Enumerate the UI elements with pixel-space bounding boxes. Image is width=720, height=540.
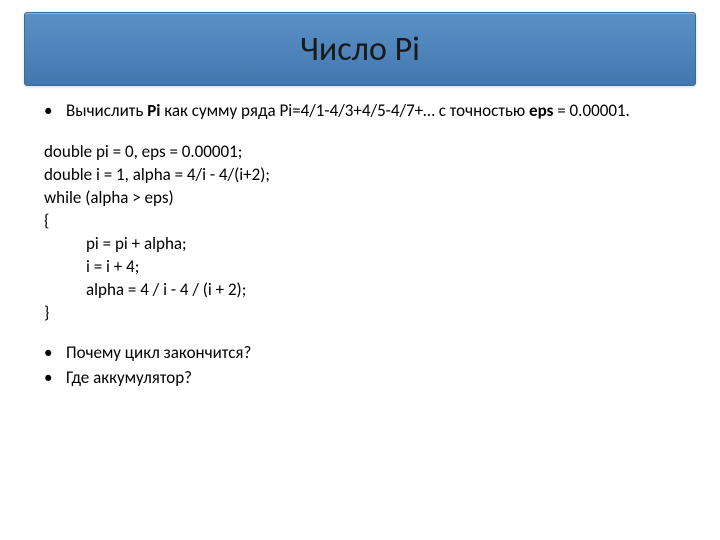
bullet-marker: • [44, 367, 66, 390]
code-line: alpha = 4 / i - 4 / (i + 2); [44, 279, 696, 302]
code-line: pi = pi + alpha; [44, 233, 696, 256]
title-bar: Число Pi [24, 12, 696, 86]
bullet-item: • Почему цикл закончится? [24, 342, 696, 365]
bullet-text: Почему цикл закончится? [66, 342, 696, 365]
text-fragment: как сумму ряда Pi=4/1-4/3+4/5-4/7+… с то… [160, 100, 529, 121]
text-fragment: Вычислить [66, 100, 147, 121]
bullet-marker: • [44, 342, 66, 365]
text-fragment: = 0.00001. [553, 100, 629, 121]
bullet-marker: • [44, 100, 66, 123]
slide-content: • Вычислить Pi как сумму ряда Pi=4/1-4/3… [24, 100, 696, 392]
bullet-text: Где аккумулятор? [66, 367, 696, 390]
code-line: double i = 1, alpha = 4/i - 4/(i+2); [44, 164, 696, 187]
code-line: { [44, 210, 696, 233]
slide-title: Число Pi [300, 29, 420, 70]
code-line: i = i + 4; [44, 256, 696, 279]
code-line: } [44, 302, 696, 325]
text-bold: eps [529, 100, 553, 121]
bullet-item: • Вычислить Pi как сумму ряда Pi=4/1-4/3… [24, 100, 696, 123]
bullet-text: Вычислить Pi как сумму ряда Pi=4/1-4/3+4… [66, 100, 696, 123]
bullet-item: • Где аккумулятор? [24, 367, 696, 390]
text-bold: Pi [147, 100, 160, 121]
code-line: double pi = 0, eps = 0.00001; [44, 141, 696, 164]
code-block: double pi = 0, eps = 0.00001; double i =… [24, 141, 696, 325]
code-line: while (alpha > eps) [44, 187, 696, 210]
